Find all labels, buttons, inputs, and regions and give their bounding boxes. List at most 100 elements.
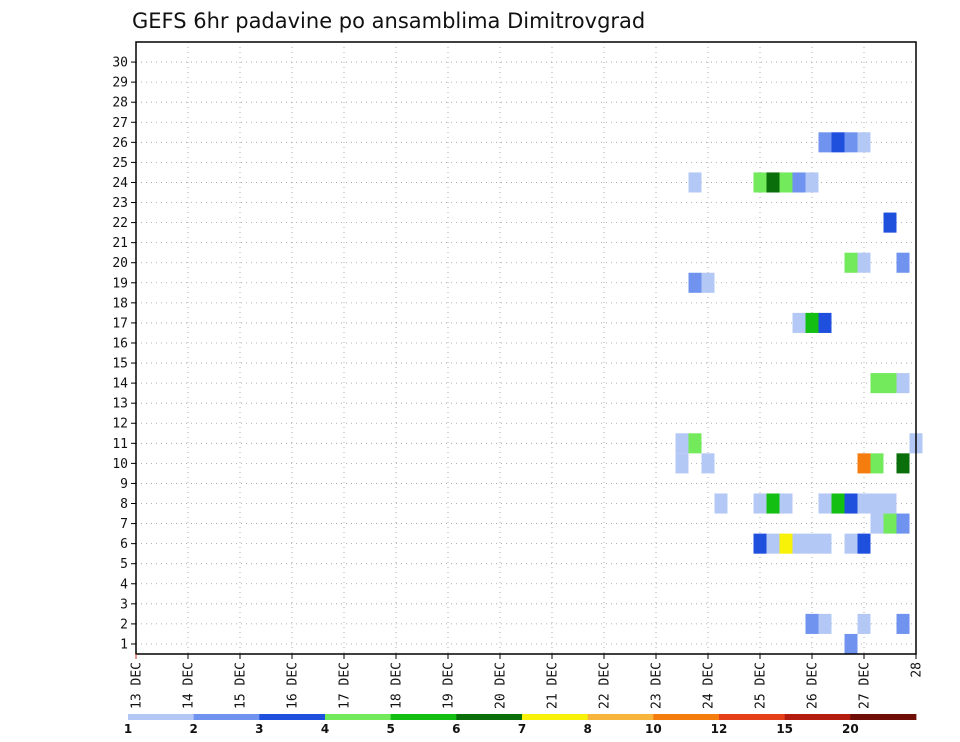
legend-label: 12	[711, 722, 728, 736]
precip-cell	[896, 373, 910, 394]
plot-frame	[135, 41, 917, 655]
precip-cell	[753, 533, 767, 554]
precip-cell	[818, 132, 832, 153]
precip-cell	[818, 533, 832, 554]
x-tick-label: 28	[910, 662, 925, 678]
y-tick-label: 5	[120, 557, 128, 572]
precip-cell	[844, 533, 858, 554]
precip-cell	[675, 433, 689, 454]
precip-cell	[896, 453, 910, 474]
precip-cell	[844, 633, 858, 654]
precip-cell	[857, 533, 871, 554]
legend-swatch	[456, 714, 523, 720]
y-tick-label: 9	[120, 477, 128, 492]
x-tick-label: 20 DEC	[494, 662, 509, 709]
precip-cell	[831, 493, 845, 514]
precip-cell	[883, 493, 897, 514]
precip-cell	[701, 272, 715, 293]
legend-label: 2	[189, 722, 197, 736]
precip-cell	[675, 453, 689, 474]
y-tick-label: 26	[112, 136, 128, 151]
precip-cell	[896, 252, 910, 273]
legend-label: 5	[386, 722, 394, 736]
precip-cell	[766, 493, 780, 514]
legend-label: 8	[583, 722, 591, 736]
legend-swatch	[128, 714, 195, 720]
y-tick-label: 22	[112, 216, 128, 231]
precip-cell	[792, 533, 806, 554]
precip-cell	[818, 613, 832, 634]
x-tick-label: 13 DEC	[130, 662, 145, 709]
y-tick-label: 17	[112, 316, 128, 331]
y-tick-label: 15	[112, 357, 128, 372]
precip-cell	[844, 132, 858, 153]
x-axis: 13 DEC 14 DEC 15 DEC 16 DEC 17 DEC 18 DEC 19 D…	[130, 654, 925, 709]
precip-cell	[857, 453, 871, 474]
x-tick-label: 27 DEC	[858, 662, 873, 709]
x-tick-label: 14 DEC	[182, 662, 197, 709]
precip-cell	[766, 533, 780, 554]
x-tick-label: 16 DEC	[286, 662, 301, 709]
precip-cell	[857, 132, 871, 153]
precip-cell	[805, 533, 819, 554]
precip-cell	[688, 172, 702, 193]
y-tick-label: 29	[112, 76, 128, 91]
precip-cell	[857, 493, 871, 514]
precip-cell	[753, 493, 767, 514]
cells-layer	[675, 132, 923, 654]
y-tick-label: 7	[120, 517, 128, 532]
y-tick-label: 1	[120, 637, 128, 652]
precip-cell	[818, 493, 832, 514]
legend-swatch	[784, 714, 851, 720]
y-tick-label: 19	[112, 276, 128, 291]
precip-cell	[688, 272, 702, 293]
precip-cell	[779, 172, 793, 193]
precip-cell	[701, 453, 715, 474]
y-tick-label: 3	[120, 597, 128, 612]
y-tick-label: 11	[112, 437, 128, 452]
y-tick-label: 16	[112, 336, 128, 351]
precip-cell	[779, 533, 793, 554]
precip-cell	[857, 252, 871, 273]
legend-swatch	[193, 714, 260, 720]
x-tick-label: 24 DEC	[702, 662, 717, 709]
precip-cell	[714, 493, 728, 514]
legend-label: 20	[842, 722, 859, 736]
precip-cell	[805, 613, 819, 634]
legend-label: 3	[255, 722, 263, 736]
y-tick-label: 25	[112, 156, 128, 171]
legend-swatch	[325, 714, 392, 720]
precip-cell	[883, 513, 897, 534]
precip-cell	[831, 132, 845, 153]
y-axis: 1234567891011121314151617181920212223242…	[112, 56, 136, 652]
grid-layer	[136, 42, 916, 654]
y-tick-label: 14	[112, 377, 128, 392]
y-tick-label: 21	[112, 236, 128, 251]
precip-cell	[792, 172, 806, 193]
precip-cell	[818, 312, 832, 333]
precip-cell	[766, 172, 780, 193]
x-tick-label: 25 DEC	[754, 662, 769, 709]
legend-swatch	[719, 714, 786, 720]
x-tick-label: 17 DEC	[338, 662, 353, 709]
legend-swatch	[653, 714, 720, 720]
precip-cell	[896, 613, 910, 634]
y-tick-label: 18	[112, 296, 128, 311]
y-tick-label: 10	[112, 457, 128, 472]
precip-cell	[883, 373, 897, 394]
x-tick-label: 22 DEC	[598, 662, 613, 709]
y-tick-label: 4	[120, 577, 128, 592]
chart-title: GEFS 6hr padavine po ansamblima Dimitrov…	[132, 9, 645, 33]
legend-label: 4	[321, 722, 329, 736]
precip-cell	[896, 513, 910, 534]
precip-cell	[844, 493, 858, 514]
legend-label: 6	[452, 722, 460, 736]
precip-cell	[805, 312, 819, 333]
precip-cell	[688, 433, 702, 454]
legend-label: 15	[776, 722, 793, 736]
y-tick-label: 28	[112, 96, 128, 111]
x-tick-label: 18 DEC	[390, 662, 405, 709]
x-tick-label: 19 DEC	[442, 662, 457, 709]
legend-swatch	[850, 714, 917, 720]
legend-swatch	[259, 714, 326, 720]
